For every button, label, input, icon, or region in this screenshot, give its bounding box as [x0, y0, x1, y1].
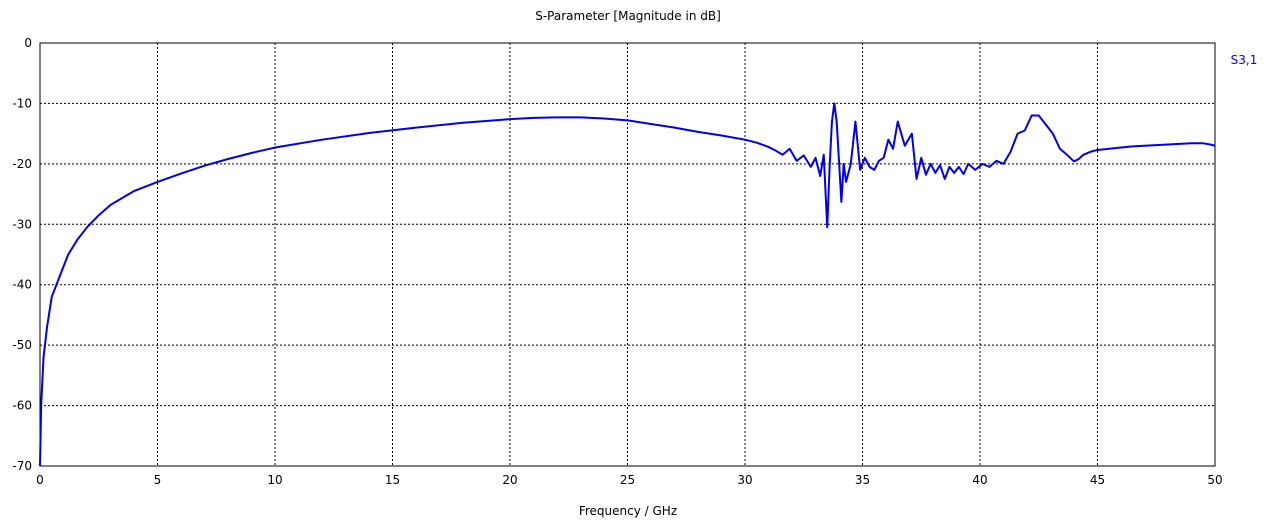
- series: [39, 102, 1216, 467]
- tick-labels: 0 5 10 15 20 25 30 35 40 45 50 0 -10 -20 -30 -40 -50 -60 -…: [12, 36, 1222, 487]
- y-tick-label: -70: [12, 459, 32, 473]
- y-tick-label: 0: [24, 36, 32, 50]
- x-tick-label: 25: [620, 473, 635, 487]
- plot-area-frame: [39, 42, 1216, 467]
- y-tick-label: -20: [12, 157, 32, 171]
- y-tick-label: -30: [12, 217, 32, 231]
- x-axis-label: Frequency / GHz: [579, 504, 677, 518]
- x-tick-label: 50: [1207, 473, 1222, 487]
- x-tick-label: 10: [267, 473, 282, 487]
- x-tick-label: 15: [385, 473, 400, 487]
- chart-title: S-Parameter [Magnitude in dB]: [535, 9, 721, 23]
- x-tick-label: 20: [502, 473, 517, 487]
- y-tick-label: -60: [12, 399, 32, 413]
- y-tick-label: -40: [12, 278, 32, 292]
- x-tick-label: 35: [855, 473, 870, 487]
- series-line-s31: [39, 102, 1216, 467]
- y-tick-label: -10: [12, 96, 32, 110]
- x-tick-label: 40: [972, 473, 987, 487]
- x-tick-label: 30: [737, 473, 752, 487]
- y-tick-label: -50: [12, 338, 32, 352]
- grid: [40, 43, 1215, 466]
- x-tick-label: 0: [36, 473, 44, 487]
- legend-entry-s31: S3,1: [1231, 53, 1258, 67]
- x-tick-label: 45: [1090, 473, 1105, 487]
- x-tick-label: 5: [154, 473, 162, 487]
